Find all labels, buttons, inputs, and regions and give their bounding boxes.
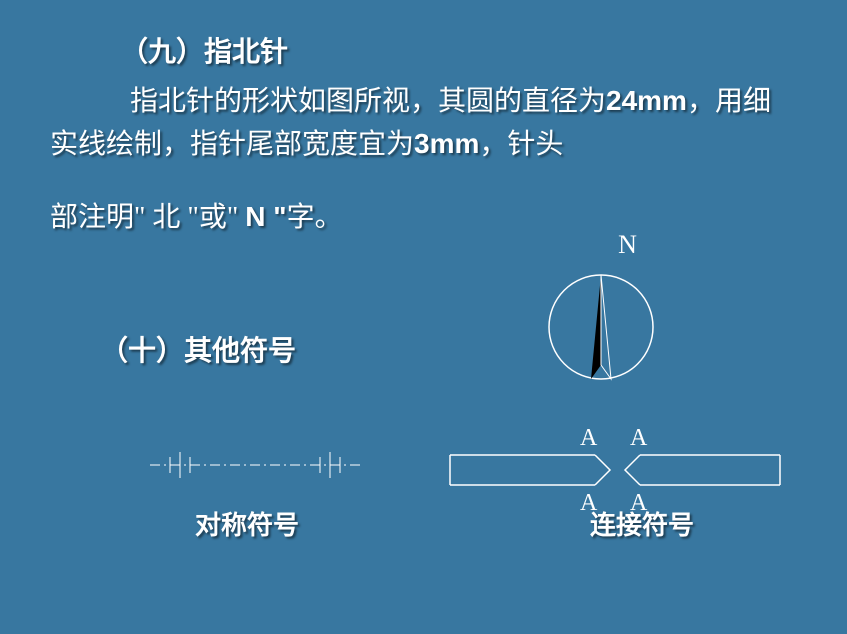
p1-bold2: 3mm bbox=[414, 128, 479, 159]
section-10-heading: （十）其他符号 bbox=[100, 329, 797, 369]
p2-bold: N " bbox=[245, 201, 286, 232]
symmetry-label: 对称符号 bbox=[195, 505, 299, 542]
p1-text1: 指北针的形状如图所视，其圆的直径为 bbox=[130, 86, 606, 117]
connect-svg: A A A A bbox=[445, 425, 785, 515]
compass-diagram: N bbox=[545, 230, 660, 395]
p2-text2: 字。 bbox=[287, 202, 343, 233]
compass-north-label: N bbox=[595, 230, 660, 260]
symmetry-diagram bbox=[145, 440, 365, 495]
connect-label: 连接符号 bbox=[590, 505, 694, 542]
connect-a-top-left: A bbox=[580, 425, 598, 451]
symmetry-svg bbox=[145, 440, 365, 490]
section-9-paragraph-2: 部注明" 北 "或" N "字。 bbox=[50, 196, 797, 239]
compass-needle-right bbox=[601, 275, 611, 379]
compass-svg bbox=[545, 265, 660, 390]
connect-a-top-right: A bbox=[630, 425, 648, 451]
connect-break-left bbox=[595, 455, 610, 485]
section-9-paragraph-1: 指北针的形状如图所视，其圆的直径为24mm，用细实线绘制，指针尾部宽度宜为3mm… bbox=[50, 80, 797, 166]
connect-break-right bbox=[625, 455, 640, 485]
p2-text1: 部注明" 北 "或" bbox=[50, 202, 245, 233]
p1-text3: ，针头 bbox=[479, 129, 563, 160]
section-9-heading: （九）指北针 bbox=[120, 30, 797, 70]
p1-bold1: 24mm bbox=[606, 85, 687, 116]
compass-needle-left bbox=[591, 275, 601, 379]
